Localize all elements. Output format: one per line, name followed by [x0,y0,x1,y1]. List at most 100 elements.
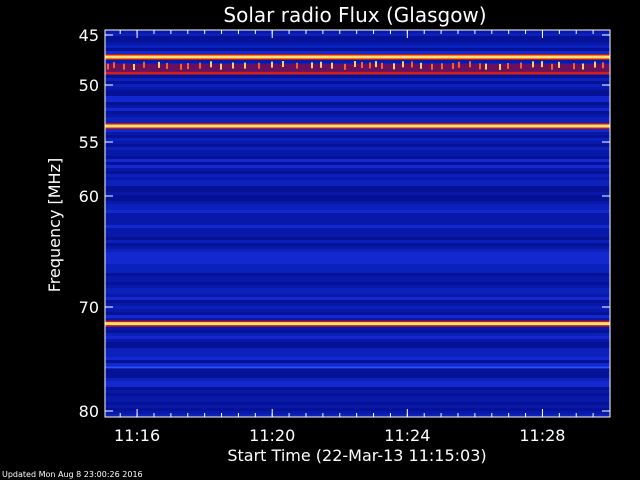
burst-mark [520,62,522,69]
burst-mark [361,61,363,68]
noise-stripe [105,360,610,363]
burst-mark [282,61,284,68]
noise-stripe [105,345,610,348]
noise-stripe [105,369,610,372]
noise-stripe [105,48,610,51]
noise-stripe [105,252,610,255]
burst-mark [602,62,604,69]
burst-mark [420,62,422,69]
noise-stripe [105,228,610,231]
burst-mark [532,61,534,68]
noise-stripe [105,306,610,309]
noise-stripe [105,165,610,168]
noise-stripe [105,81,610,84]
burst-mark [499,63,501,70]
burst-mark [199,62,201,69]
noise-stripe [105,111,610,114]
burst-mark [369,62,371,69]
burst-mark [320,61,322,68]
noise-stripe [105,183,610,186]
noise-stripe [105,273,610,276]
noise-stripe [105,255,610,258]
noise-stripe [105,180,610,183]
burst-mark [210,61,212,68]
noise-stripe [105,207,610,210]
burst-mark [558,61,560,68]
noise-stripe [105,336,610,339]
y-axis: 45 50 55 60 70 80 [79,26,610,421]
noise-stripe [105,135,610,138]
noise-stripe [105,78,610,81]
band-core [105,124,610,128]
burst-mark [375,61,377,68]
noise-stripe [105,264,610,267]
noise-stripe [105,237,610,240]
burst-mark [180,63,182,70]
y-tick-label: 55 [79,133,99,152]
noise-stripe [105,141,610,144]
burst-mark [411,61,413,68]
noise-stripe [105,339,610,342]
burst-mark [354,61,356,68]
noise-stripe [105,372,610,375]
noise-stripe [105,258,610,261]
burst-mark [311,62,313,69]
noise-stripe [105,318,610,321]
noise-stripe [105,390,610,393]
noise-stripe [105,279,610,282]
burst-mark [158,61,160,68]
plot-frame [104,29,611,418]
noise-stripe [105,312,610,315]
noise-stripe [105,291,610,294]
noise-stripe [105,75,610,78]
noise-stripe [105,282,610,285]
noise-stripe [105,30,610,33]
noise-stripe [105,195,610,198]
noise-stripe [105,405,610,408]
burst-mark [331,62,333,69]
x-tick-label: 11:16 [114,426,160,445]
noise-stripe [105,87,610,90]
noise-stripe [105,204,610,207]
burst-mark [187,63,189,70]
noise-stripe [105,402,610,405]
noise-stripe [105,45,610,48]
noise-stripe [105,105,610,108]
burst-mark [381,62,383,69]
noise-stripe [105,159,610,162]
noise-stripe [105,144,610,147]
noise-stripe [105,249,610,252]
noise-stripe [105,375,610,378]
noise-stripe [105,90,610,93]
noise-stripe [105,168,610,171]
noise-stripe [105,261,610,264]
x-tick-label: 11:28 [519,426,565,445]
noise-stripe [105,396,610,399]
burst-mark [431,63,433,70]
burst-mark [143,61,145,68]
burst-mark [479,63,481,70]
burst-mark [220,63,222,70]
noise-stripe [105,147,610,150]
noise-stripe [105,381,610,384]
band-bursty-base [105,64,610,71]
noise-stripe [105,297,610,300]
noise-stripe [105,189,610,192]
noise-stripe [105,174,610,177]
band-core [105,55,610,59]
noise-stripe [105,138,610,141]
noise-stripe [105,267,610,270]
burst-mark [166,62,168,69]
burst-mark [244,62,246,69]
noise-stripe [105,243,610,246]
noise-stripe [105,387,610,390]
noise-stripe [105,150,610,153]
noise-stripe [105,276,610,279]
noise-stripe [105,330,610,333]
noise-stripe [105,51,610,54]
noise-stripe [105,225,610,228]
burst-mark [296,62,298,69]
noise-stripe [105,60,610,63]
noise-stripe [105,216,610,219]
burst-mark [582,63,584,70]
